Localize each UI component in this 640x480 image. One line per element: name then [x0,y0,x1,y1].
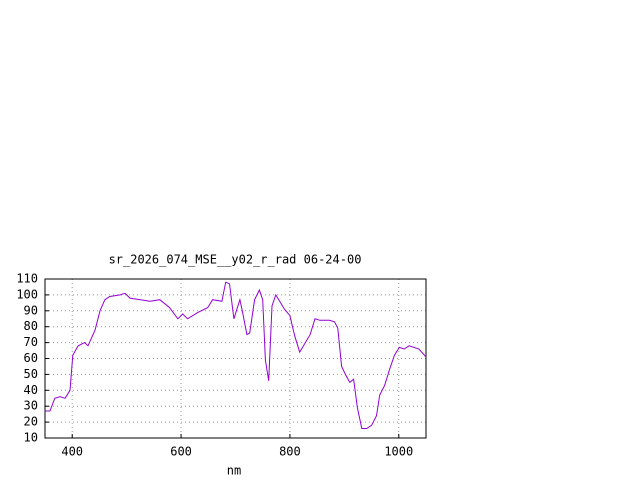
y-tick-label: 30 [24,399,38,413]
y-tick-label: 40 [24,383,38,397]
y-tick-label: 20 [24,415,38,429]
y-tick-label: 60 [24,351,38,365]
x-tick-label: 800 [279,445,301,459]
plot-frame [44,278,427,439]
y-tick-label: 50 [24,367,38,381]
y-tick-label: 110 [16,272,38,286]
y-tick-label: 90 [24,303,38,317]
chart-title: sr_2026_074_MSE__y02_r_rad 06-24-00 [109,253,362,267]
x-axis-label: nm [227,464,241,478]
y-tick-label: 70 [24,335,38,349]
x-tick-label: 1000 [384,445,413,459]
x-tick-label: 600 [170,445,192,459]
y-tick-label: 100 [16,287,38,301]
y-tick-label: 10 [24,431,38,445]
y-tick-label: 80 [24,319,38,333]
data-line [45,281,427,429]
x-tick-label: 400 [61,445,83,459]
